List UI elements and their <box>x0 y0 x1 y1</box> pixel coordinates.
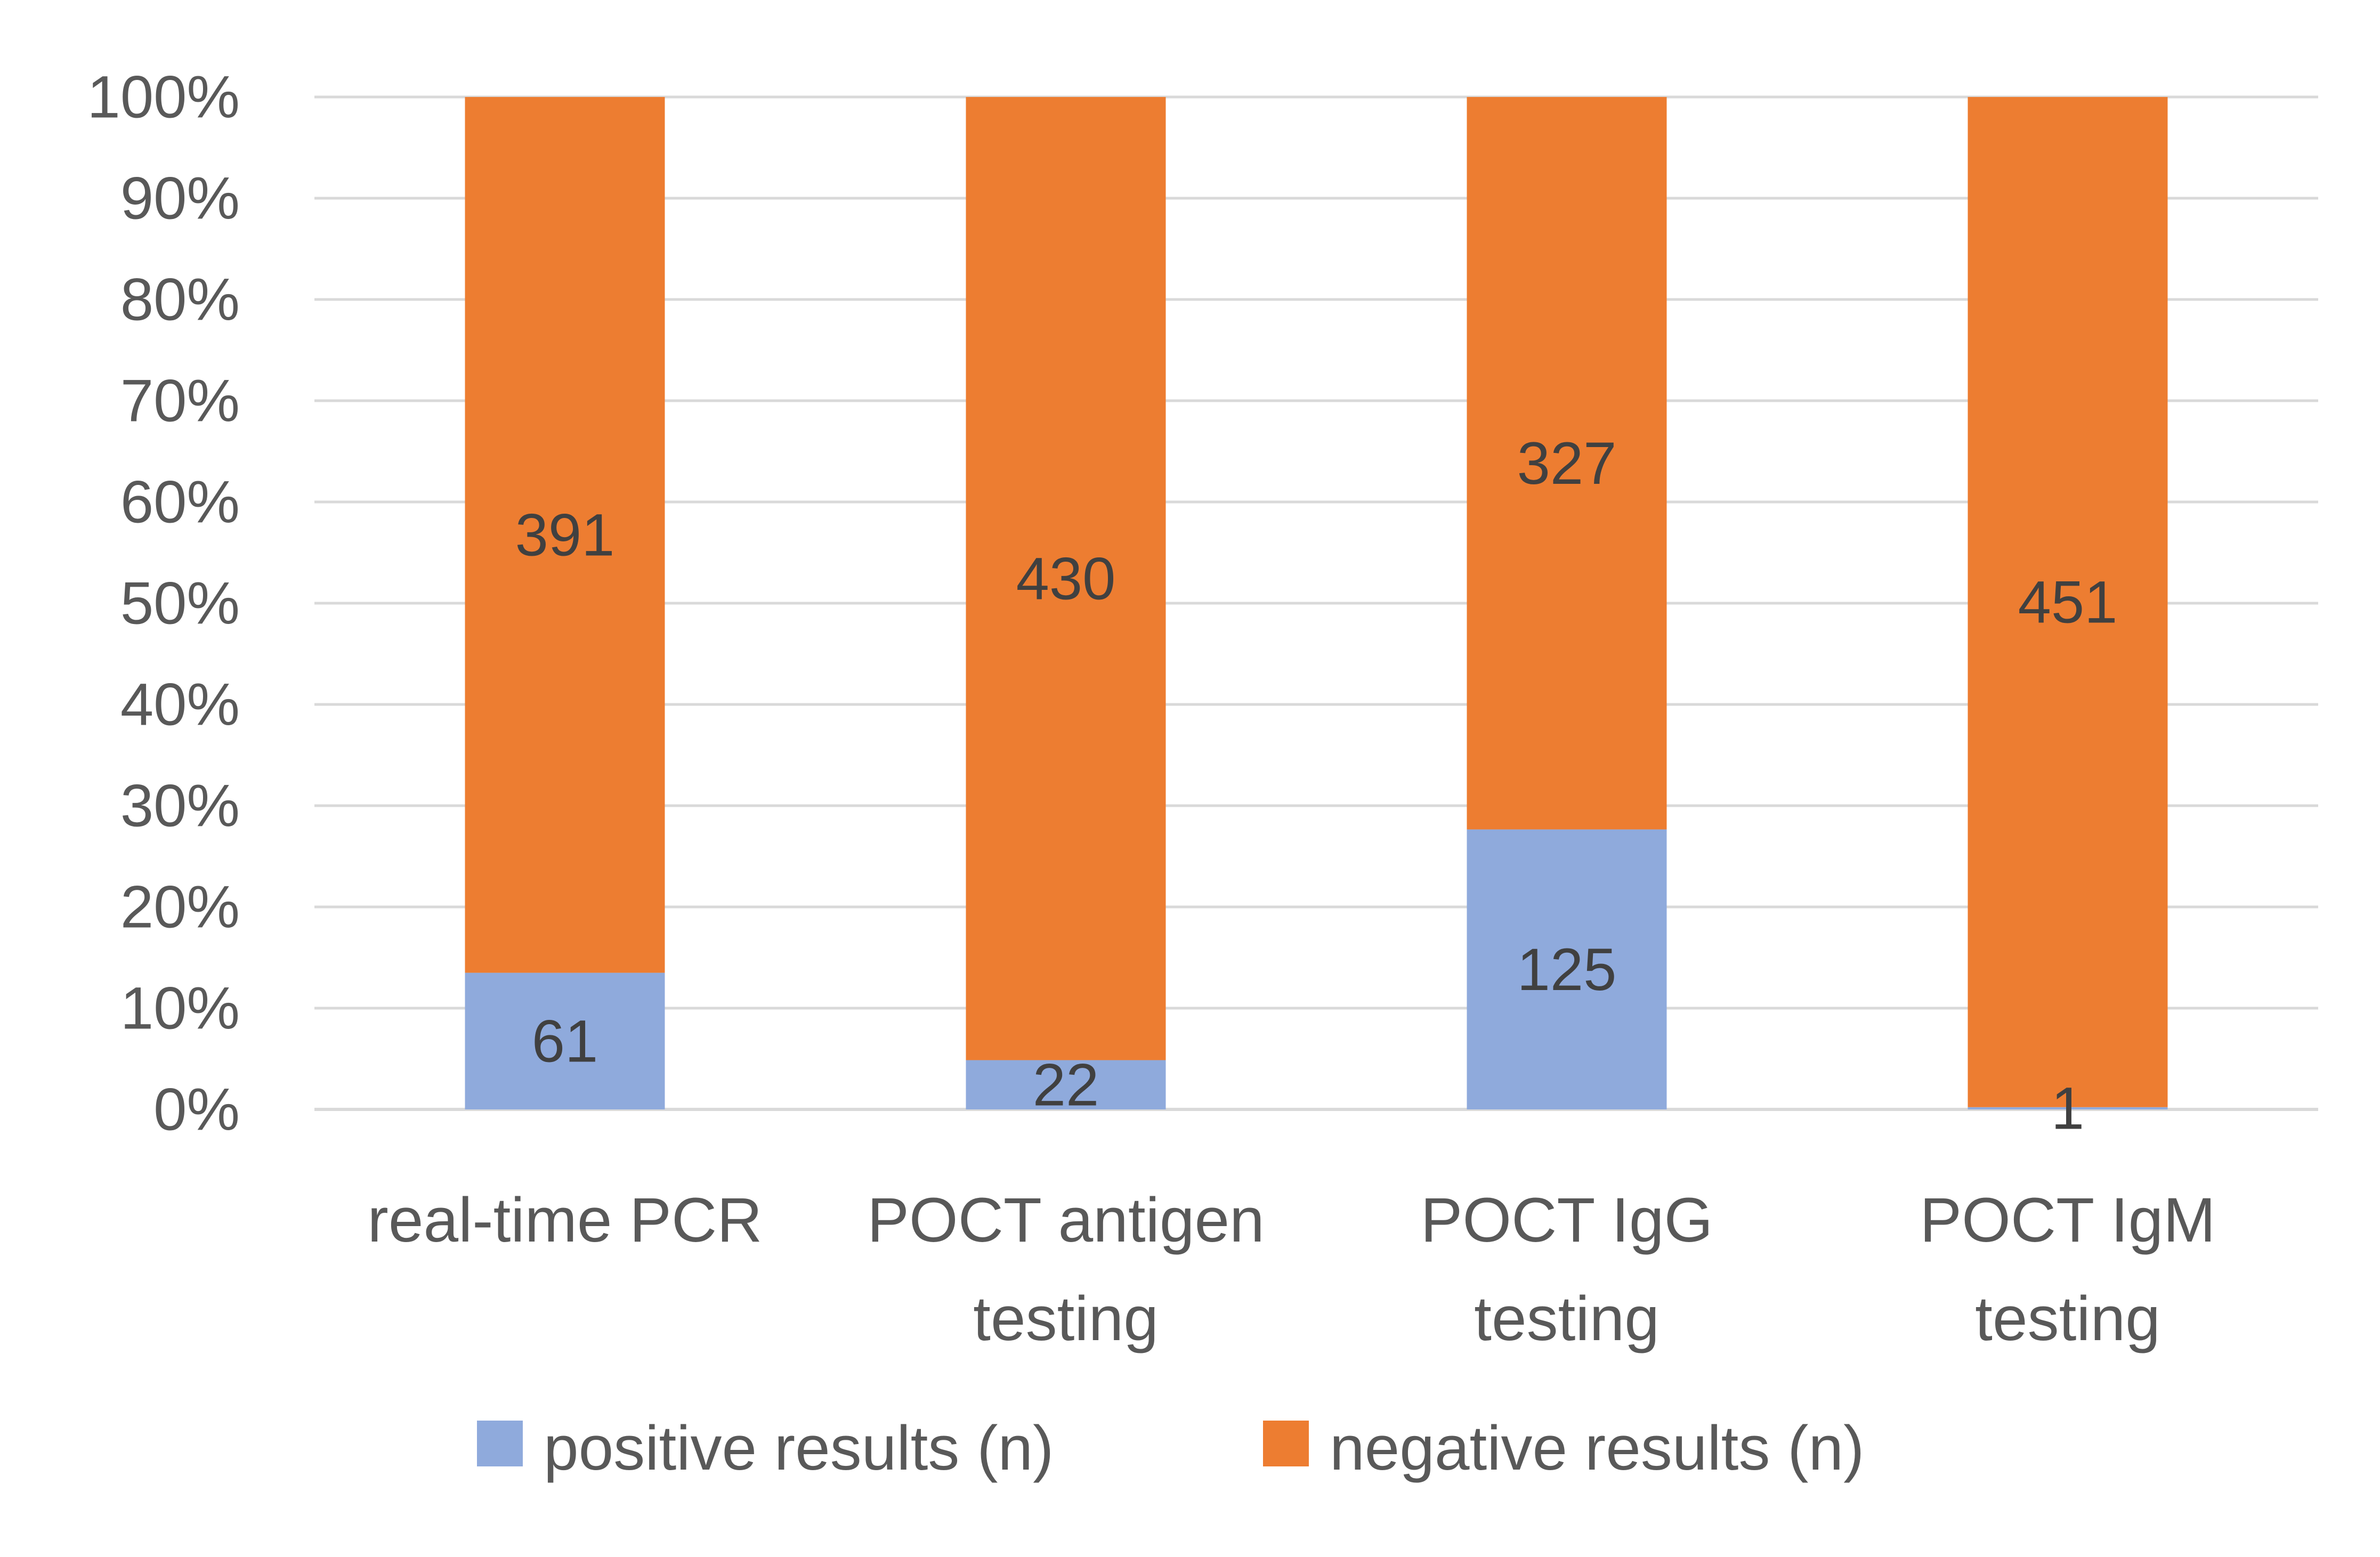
data-label: 125 <box>1517 936 1617 1003</box>
bar-segment-positive <box>1467 829 1667 1109</box>
x-tick-label: real-time PCR <box>368 1185 763 1255</box>
y-tick-label: 20% <box>120 874 240 940</box>
legend: positive results (n) negative results (n) <box>477 1413 1864 1483</box>
bar-segment-positive <box>465 972 665 1109</box>
data-label: 1 <box>2051 1075 2084 1141</box>
bar-segment-positive <box>1968 1107 2168 1109</box>
y-tick-label: 40% <box>120 671 240 738</box>
legend-swatch-negative <box>1263 1421 1309 1466</box>
y-axis-tick-labels: 0% 10% 20% 30% 40% 50% 60% 70% 80% 90% 100% <box>87 64 240 1143</box>
data-label: 327 <box>1517 430 1617 497</box>
legend-swatch-positive <box>477 1421 523 1466</box>
data-labels: 61 391 22 430 125 327 1 451 <box>515 430 2118 1142</box>
y-tick-label: 60% <box>120 469 240 536</box>
x-tick-label: POCT IgG testing <box>1421 1185 1713 1354</box>
data-label: 22 <box>1033 1051 1099 1118</box>
bar-segment-negative <box>1968 97 2168 1107</box>
bar-segment-negative <box>966 97 1166 1060</box>
legend-label: negative results (n) <box>1330 1413 1864 1483</box>
data-label: 391 <box>515 501 615 568</box>
x-axis-category-labels: real-time PCR POCT antigen testing POCT IgG… <box>368 1185 2216 1354</box>
y-tick-label: 70% <box>120 368 240 434</box>
data-label: 451 <box>2018 569 2118 635</box>
bar-segment-negative <box>1467 97 1667 830</box>
y-tick-label: 0% <box>153 1076 240 1143</box>
y-tick-label: 80% <box>120 266 240 333</box>
y-tick-label: 50% <box>120 570 240 637</box>
y-tick-label: 90% <box>120 165 240 232</box>
data-label: 61 <box>532 1008 598 1074</box>
y-tick-label: 10% <box>120 975 240 1042</box>
bar-segment-negative <box>465 97 665 973</box>
x-tick-label: POCT antigen testing <box>867 1185 1265 1354</box>
x-tick-label: POCT IgM testing <box>1920 1185 2215 1354</box>
legend-label: positive results (n) <box>544 1413 1054 1483</box>
data-label: 430 <box>1016 545 1116 612</box>
bars <box>465 97 2168 1109</box>
y-tick-label: 30% <box>120 773 240 839</box>
y-tick-label: 100% <box>87 64 240 131</box>
bar-segment-positive <box>966 1060 1166 1109</box>
